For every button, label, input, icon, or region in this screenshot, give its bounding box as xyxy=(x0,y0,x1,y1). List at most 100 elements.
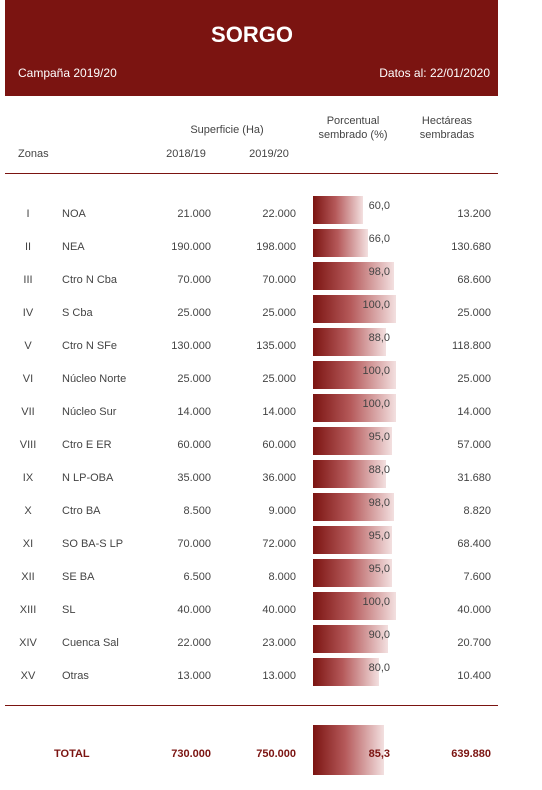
area-2018: 70.000 xyxy=(177,274,211,286)
area-2019: 72.000 xyxy=(262,538,296,550)
zone-name: Ctro BA xyxy=(62,505,101,517)
area-2019: 13.000 xyxy=(262,670,296,682)
area-2018: 25.000 xyxy=(177,307,211,319)
area-2019: 36.000 xyxy=(262,472,296,484)
area-2018: 130.000 xyxy=(171,340,211,352)
zone-name: Núcleo Sur xyxy=(62,406,117,418)
pct-label: 95,0 xyxy=(368,530,390,542)
area-2019: 25.000 xyxy=(262,373,296,385)
col-year: 2019/20 xyxy=(249,148,289,160)
pct-label: 90,0 xyxy=(368,629,390,641)
area-2019: 70.000 xyxy=(262,274,296,286)
area-2018: 21.000 xyxy=(177,208,211,220)
hectares: 14.000 xyxy=(457,406,491,418)
hectares: 68.600 xyxy=(457,274,491,286)
area-2018: 40.000 xyxy=(177,604,211,616)
pct-bar xyxy=(313,196,363,224)
area-2018: 190.000 xyxy=(171,241,211,253)
area-2019: 198.000 xyxy=(256,241,296,253)
zone-number: IV xyxy=(22,307,34,319)
pct-bar xyxy=(313,361,396,389)
zone-name: SO BA-S LP xyxy=(62,538,124,550)
col-zones: Zonas xyxy=(18,148,49,160)
hectares: 10.400 xyxy=(457,670,491,682)
zone-name: Ctro E ER xyxy=(62,439,112,451)
hectares: 13.200 xyxy=(457,208,491,220)
pct-bar xyxy=(313,427,392,455)
pct-label: 88,0 xyxy=(368,464,390,476)
area-2018: 730.000 xyxy=(171,748,211,760)
area-2018: 8.500 xyxy=(183,505,211,517)
zone-name: Cuenca Sal xyxy=(62,637,119,649)
zone-number: III xyxy=(23,274,33,286)
hectares: 130.680 xyxy=(451,241,491,253)
zone-number: XV xyxy=(20,670,36,682)
area-2018: 25.000 xyxy=(177,373,211,385)
pct-label: 95,0 xyxy=(368,431,390,443)
campaign: Campaña 2019/20 xyxy=(18,66,117,80)
rule xyxy=(5,173,498,174)
col-pct: Porcentual sembrado (%) xyxy=(318,115,388,141)
zone-number: VIII xyxy=(19,439,37,451)
hectares: 40.000 xyxy=(457,604,491,616)
pct-label: 88,0 xyxy=(368,332,390,344)
pct-bar xyxy=(313,625,388,653)
zone-name: Otras xyxy=(62,670,89,682)
zone-number: XII xyxy=(21,571,35,583)
pct-bar xyxy=(313,559,392,587)
header-band xyxy=(5,0,498,96)
pct-label: 85,3 xyxy=(368,748,390,760)
hectares: 8.820 xyxy=(463,505,491,517)
zone-number: VI xyxy=(22,373,34,385)
hectares: 68.400 xyxy=(457,538,491,550)
hectares: 7.600 xyxy=(463,571,491,583)
hectares: 31.680 xyxy=(457,472,491,484)
hectares: 25.000 xyxy=(457,307,491,319)
zone-name: SE BA xyxy=(62,571,95,583)
zone-name: Ctro N SFe xyxy=(62,340,118,352)
zone-number: V xyxy=(24,340,32,352)
pct-label: 95,0 xyxy=(368,563,390,575)
rule xyxy=(5,705,498,706)
pct-label: 100,0 xyxy=(362,398,390,410)
col-area: Superficie (Ha) xyxy=(190,124,264,136)
pct-bar xyxy=(313,526,392,554)
area-2019: 60.000 xyxy=(262,439,296,451)
pct-bar xyxy=(313,262,395,290)
zone-number: II xyxy=(24,241,32,253)
area-2019: 8.000 xyxy=(268,571,296,583)
zone-name: TOTAL xyxy=(54,748,90,760)
zone-name: Núcleo Norte xyxy=(62,373,127,385)
area-2018: 60.000 xyxy=(177,439,211,451)
zone-name: SL xyxy=(62,604,76,616)
pct-bar xyxy=(313,460,387,488)
pct-bar xyxy=(313,592,396,620)
hectares: 25.000 xyxy=(457,373,491,385)
zone-name: NOA xyxy=(62,208,86,220)
pct-label: 100,0 xyxy=(362,299,390,311)
pct-label: 100,0 xyxy=(362,365,390,377)
area-2019: 14.000 xyxy=(262,406,296,418)
title: SORGO xyxy=(211,22,293,47)
area-2018: 22.000 xyxy=(177,637,211,649)
zone-number: IX xyxy=(22,472,34,484)
pct-bar xyxy=(313,295,396,323)
pct-bar xyxy=(313,229,368,257)
pct-label: 98,0 xyxy=(368,497,390,509)
zone-number: XIV xyxy=(19,637,37,649)
pct-bar xyxy=(313,658,380,686)
area-2018: 35.000 xyxy=(177,472,211,484)
zone-number: XI xyxy=(22,538,34,550)
area-2019: 9.000 xyxy=(268,505,296,517)
zone-number: XIII xyxy=(19,604,37,616)
zone-number: X xyxy=(24,505,32,517)
area-2018: 6.500 xyxy=(183,571,211,583)
area-2018: 70.000 xyxy=(177,538,211,550)
zone-name: Ctro N Cba xyxy=(62,274,118,286)
pct-label: 60,0 xyxy=(368,200,390,212)
pct-bar xyxy=(313,725,384,775)
pct-bar xyxy=(313,493,395,521)
hectares: 639.880 xyxy=(451,748,491,760)
zone-name: N LP-OBA xyxy=(62,472,114,484)
